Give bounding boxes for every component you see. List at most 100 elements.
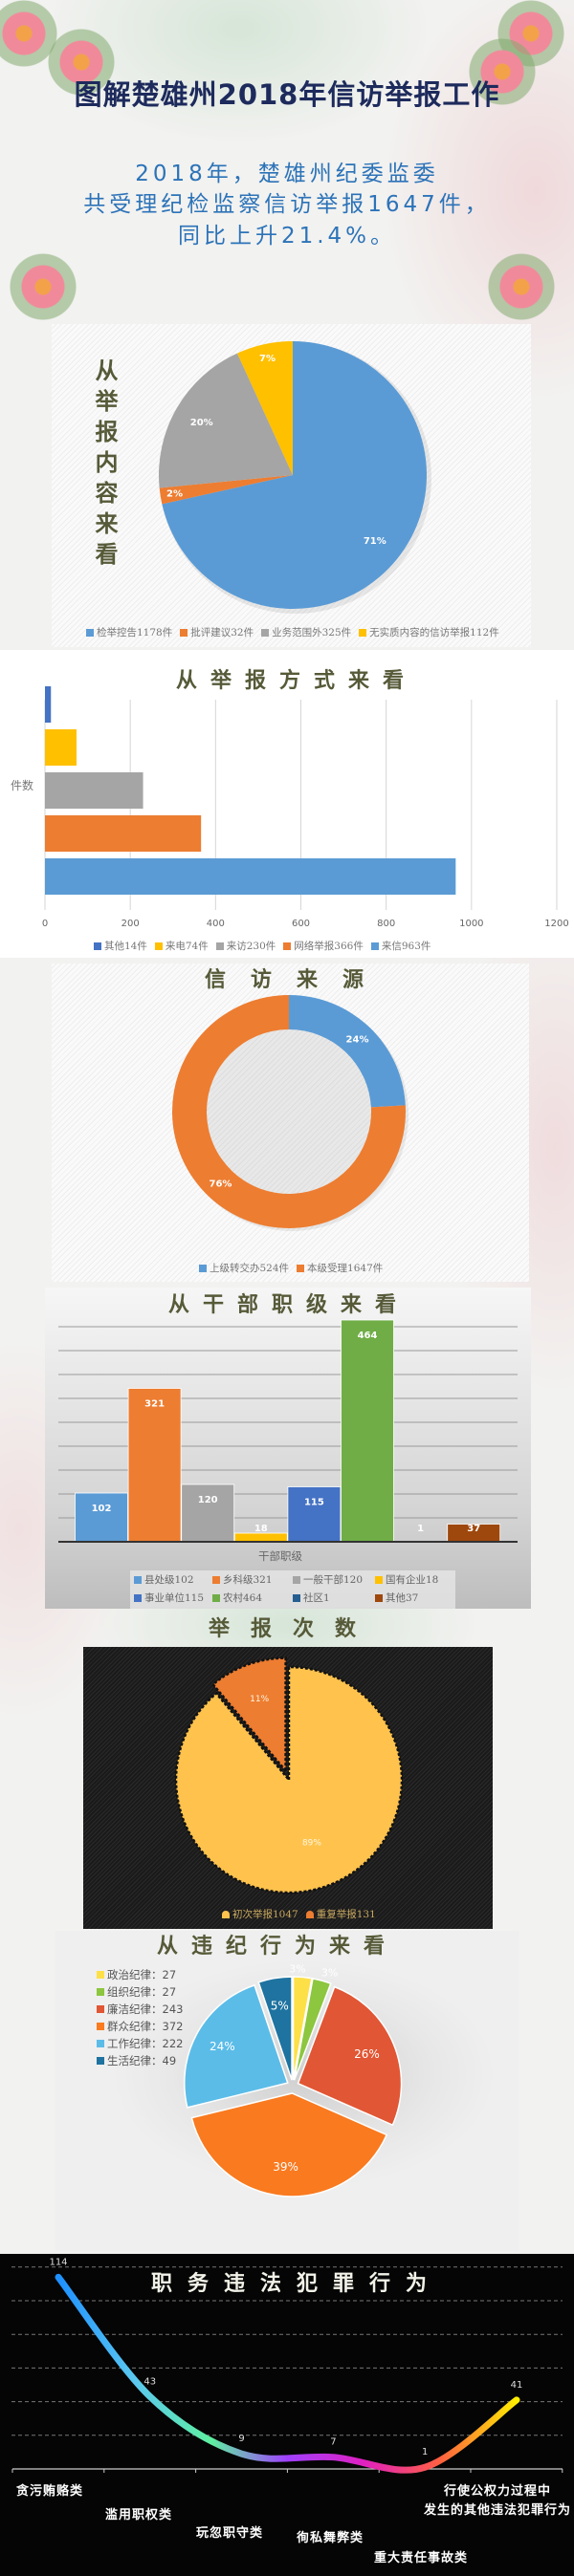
bar: [287, 1486, 342, 1543]
legend-item: 初次举报1047: [222, 1908, 298, 1921]
chart-title: 信访来源: [204, 968, 389, 992]
legend-swatch: [86, 629, 94, 637]
report-content-pie: 71% 2% 20% 7%: [158, 341, 431, 614]
legend-swatch: [293, 1576, 300, 1584]
x-tick-label: 600: [292, 919, 310, 929]
data-label: 3%: [321, 1966, 338, 1979]
report-method-bar-chart: 0 200 400 600 800 1000 1200: [42, 686, 569, 929]
data-label: 2%: [166, 489, 183, 500]
legend-label: 其他37: [386, 1592, 419, 1604]
source-donut-chart: 24% 76%: [171, 995, 408, 1231]
legend-label: 上级转交办524件: [210, 1263, 290, 1274]
data-label: 24%: [346, 1034, 369, 1045]
x-category-label: 玩忽职守类: [195, 2526, 264, 2541]
bar: [45, 729, 77, 766]
legend-item: 国有企业18: [375, 1573, 438, 1587]
legend-item: 乡科级321: [212, 1573, 273, 1587]
data-label: 115: [304, 1498, 324, 1508]
pie-slice: [159, 475, 293, 505]
data-label: 3%: [289, 1962, 305, 1975]
legend-label: 初次举报1047: [232, 1909, 298, 1920]
data-label: 9: [238, 2434, 244, 2444]
data-label: 7: [330, 2437, 336, 2448]
pie-slice: [292, 1976, 313, 2081]
legend-swatch: [212, 1576, 220, 1584]
pie-slice: [289, 995, 406, 1108]
legend-item: 社区1: [293, 1591, 330, 1605]
legend: 初次举报1047 重复举报131: [222, 1908, 376, 1921]
page-title: 图解楚雄州2018年信访举报工作: [74, 78, 500, 111]
data-label: 321: [144, 1399, 165, 1410]
data-label: 464: [358, 1331, 378, 1341]
cadre-level-chart-panel: [45, 1288, 531, 1609]
y-axis-label: 件数: [11, 779, 34, 792]
legend-swatch: [222, 1911, 230, 1918]
data-label: 43: [144, 2376, 156, 2387]
legend-item: 工作纪律：222: [97, 2037, 183, 2050]
flower-decoration: [469, 38, 536, 105]
legend-label: 工作纪律：222: [107, 2037, 184, 2050]
legend-label: 国有企业18: [386, 1574, 439, 1586]
legend-label: 组织纪律：27: [107, 1985, 177, 1999]
data-label: 7%: [259, 354, 276, 364]
legend-item: 廉洁纪律：243: [97, 2002, 183, 2016]
pie-slice: [174, 1665, 404, 1894]
legend-label: 廉洁纪律：243: [107, 2002, 184, 2016]
legend-swatch: [154, 942, 163, 950]
legend-swatch: [97, 2023, 104, 2030]
legend-label: 社区1: [303, 1592, 330, 1604]
legend-item: 业务范围外325件: [261, 626, 351, 639]
legend-label: 本级受理1647件: [307, 1263, 384, 1274]
legend-swatch: [97, 1971, 104, 1979]
legend-swatch: [305, 1911, 314, 1918]
x-tick-label: 200: [121, 919, 140, 929]
x-category-label: 重大责任事故类: [373, 2551, 469, 2565]
legend-swatch: [97, 2005, 104, 2013]
legend-item: 批评建议32件: [180, 626, 254, 639]
legend-swatch: [375, 1576, 383, 1584]
bar: [233, 1532, 288, 1543]
flower-decoration: [488, 253, 555, 320]
legend-swatch: [212, 1594, 220, 1602]
legend-item: 来访230件: [215, 940, 276, 953]
pie-slice: [171, 995, 406, 1228]
data-label: 120: [198, 1495, 218, 1505]
legend: 政治纪律：27 组织纪律：27 廉洁纪律：243 群众纪律：372 工作纪律：222 生活…: [97, 1968, 183, 2073]
legend-swatch: [180, 629, 188, 637]
legend-item: 一般干部120: [293, 1573, 363, 1587]
legend-swatch: [134, 1594, 142, 1602]
x-tick-label: 400: [207, 919, 225, 929]
flower-decoration: [48, 29, 115, 96]
legend-swatch: [97, 2057, 104, 2065]
legend-swatch: [97, 1988, 104, 1996]
duty-crime-line-chart: 114 43 9 7 1 41: [11, 2257, 563, 2474]
legend-item: 其他37: [375, 1591, 418, 1605]
legend-label: 来信963件: [381, 941, 431, 952]
x-category-label: 行使公权力过程中 发生的其他违法犯罪行为: [423, 2484, 572, 2518]
data-label: 41: [511, 2380, 523, 2391]
x-category-label: 贪污贿赂类: [15, 2484, 84, 2499]
legend-label: 其他14件: [104, 941, 147, 952]
legend: 其他14件 来电74件 来访230件 网络举报366件 来信963件: [94, 940, 430, 953]
x-tick-label: 1000: [459, 919, 483, 929]
chart-title: 从举报内容来看: [91, 358, 118, 573]
legend-item: 政治纪律：27: [97, 1968, 176, 1981]
bar: [45, 815, 202, 852]
legend-swatch: [94, 942, 101, 950]
legend-swatch: [199, 1265, 207, 1272]
bar: [127, 1388, 182, 1543]
line-series: [55, 2273, 520, 2474]
legend: 县处级102 乡科级321 一般干部120 国有企业18 事业单位115 农村464 社区1…: [130, 1570, 455, 1609]
legend-label: 农村464: [223, 1592, 263, 1604]
legend-label: 群众纪律：372: [107, 2020, 184, 2033]
pie-slice: [236, 341, 293, 475]
data-label: 102: [92, 1504, 112, 1514]
pie-slice: [257, 1976, 293, 2081]
x-tick-label: 1200: [544, 919, 568, 929]
legend-swatch: [375, 1594, 383, 1602]
legend-item: 重复举报131: [305, 1908, 376, 1921]
legend-label: 来访230件: [226, 941, 276, 952]
data-label: 11%: [250, 1695, 269, 1704]
legend-swatch: [370, 942, 379, 950]
legend-item: 来信963件: [370, 940, 431, 953]
